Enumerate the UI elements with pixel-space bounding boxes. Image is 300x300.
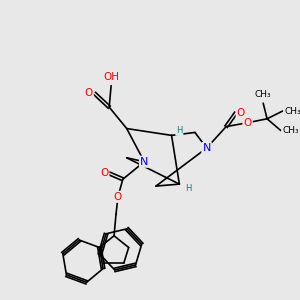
Text: O: O — [237, 108, 245, 118]
Text: O: O — [100, 168, 108, 178]
Text: O: O — [114, 192, 122, 202]
Text: H: H — [185, 184, 191, 194]
Text: CH₃: CH₃ — [284, 106, 300, 116]
Text: CH₃: CH₃ — [282, 126, 299, 135]
Text: H: H — [176, 126, 182, 135]
Text: N: N — [140, 157, 148, 167]
Text: OH: OH — [103, 72, 119, 82]
Text: CH₃: CH₃ — [255, 90, 272, 99]
Text: N: N — [202, 143, 211, 153]
Text: O: O — [85, 88, 93, 98]
Text: O: O — [244, 118, 252, 128]
